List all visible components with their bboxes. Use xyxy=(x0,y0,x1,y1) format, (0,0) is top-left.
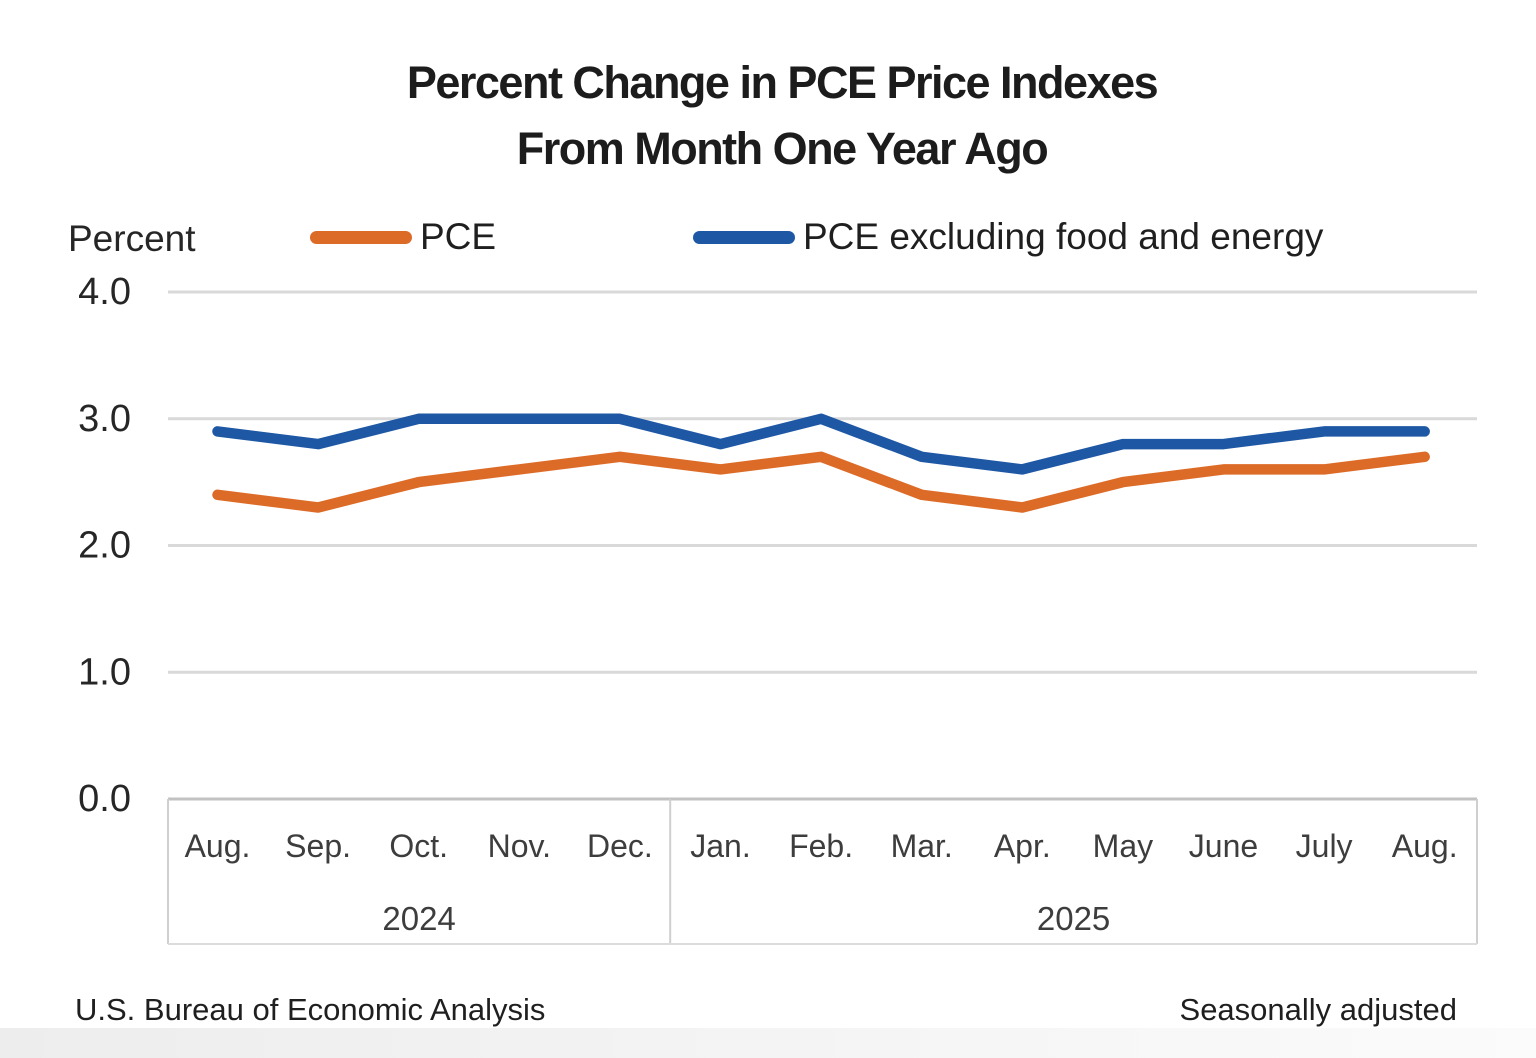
x-tick-label: Aug. xyxy=(185,828,251,864)
y-tick-label: 2.0 xyxy=(78,525,131,567)
year-label-2024: 2024 xyxy=(382,900,455,937)
x-tick-label: Jan. xyxy=(690,828,750,864)
series-line-pce xyxy=(212,451,1430,513)
x-tick-label: Apr. xyxy=(994,828,1051,864)
x-tick-label: May xyxy=(1093,828,1153,864)
chart-title-line2: From Month One Year Ago xyxy=(516,123,1049,174)
seasonal-adjustment-note: Seasonally adjusted xyxy=(1179,992,1457,1027)
x-tick-label: June xyxy=(1189,828,1258,864)
y-tick-label: 1.0 xyxy=(78,651,131,693)
y-tick-label: 0.0 xyxy=(78,778,131,820)
year-label-2025: 2025 xyxy=(1037,900,1110,937)
x-tick-label: Oct. xyxy=(389,828,448,864)
legend-item-pce: PCE xyxy=(310,216,497,257)
core-pce-line-swatch-icon xyxy=(693,230,795,244)
legend-item-core-pce: PCE excluding food and energy xyxy=(693,216,1324,257)
y-axis-unit-label: Percent xyxy=(68,218,196,259)
x-tick-label: Feb. xyxy=(789,828,853,864)
source-note: U.S. Bureau of Economic Analysis xyxy=(75,992,546,1027)
x-tick-label: Mar. xyxy=(891,828,953,864)
chart-title: Percent Change in PCE Price Indexes From… xyxy=(180,50,1384,182)
chart-title-line1: Percent Change in PCE Price Indexes xyxy=(406,57,1159,108)
x-tick-label: Nov. xyxy=(488,828,551,864)
x-tick-label: Aug. xyxy=(1392,828,1458,864)
legend-label-core-pce: PCE excluding food and energy xyxy=(803,216,1324,257)
x-tick-label: July xyxy=(1296,828,1353,864)
x-tick-label: Sep. xyxy=(285,828,351,864)
pce-line-swatch-icon xyxy=(310,230,412,244)
y-tick-label: 3.0 xyxy=(78,398,131,440)
legend-label-pce: PCE xyxy=(420,216,497,257)
page-bottom-gradient xyxy=(0,1028,1536,1058)
x-tick-label: Dec. xyxy=(587,828,653,864)
y-tick-label: 4.0 xyxy=(78,271,131,313)
series-line-core-pce xyxy=(212,413,1430,475)
